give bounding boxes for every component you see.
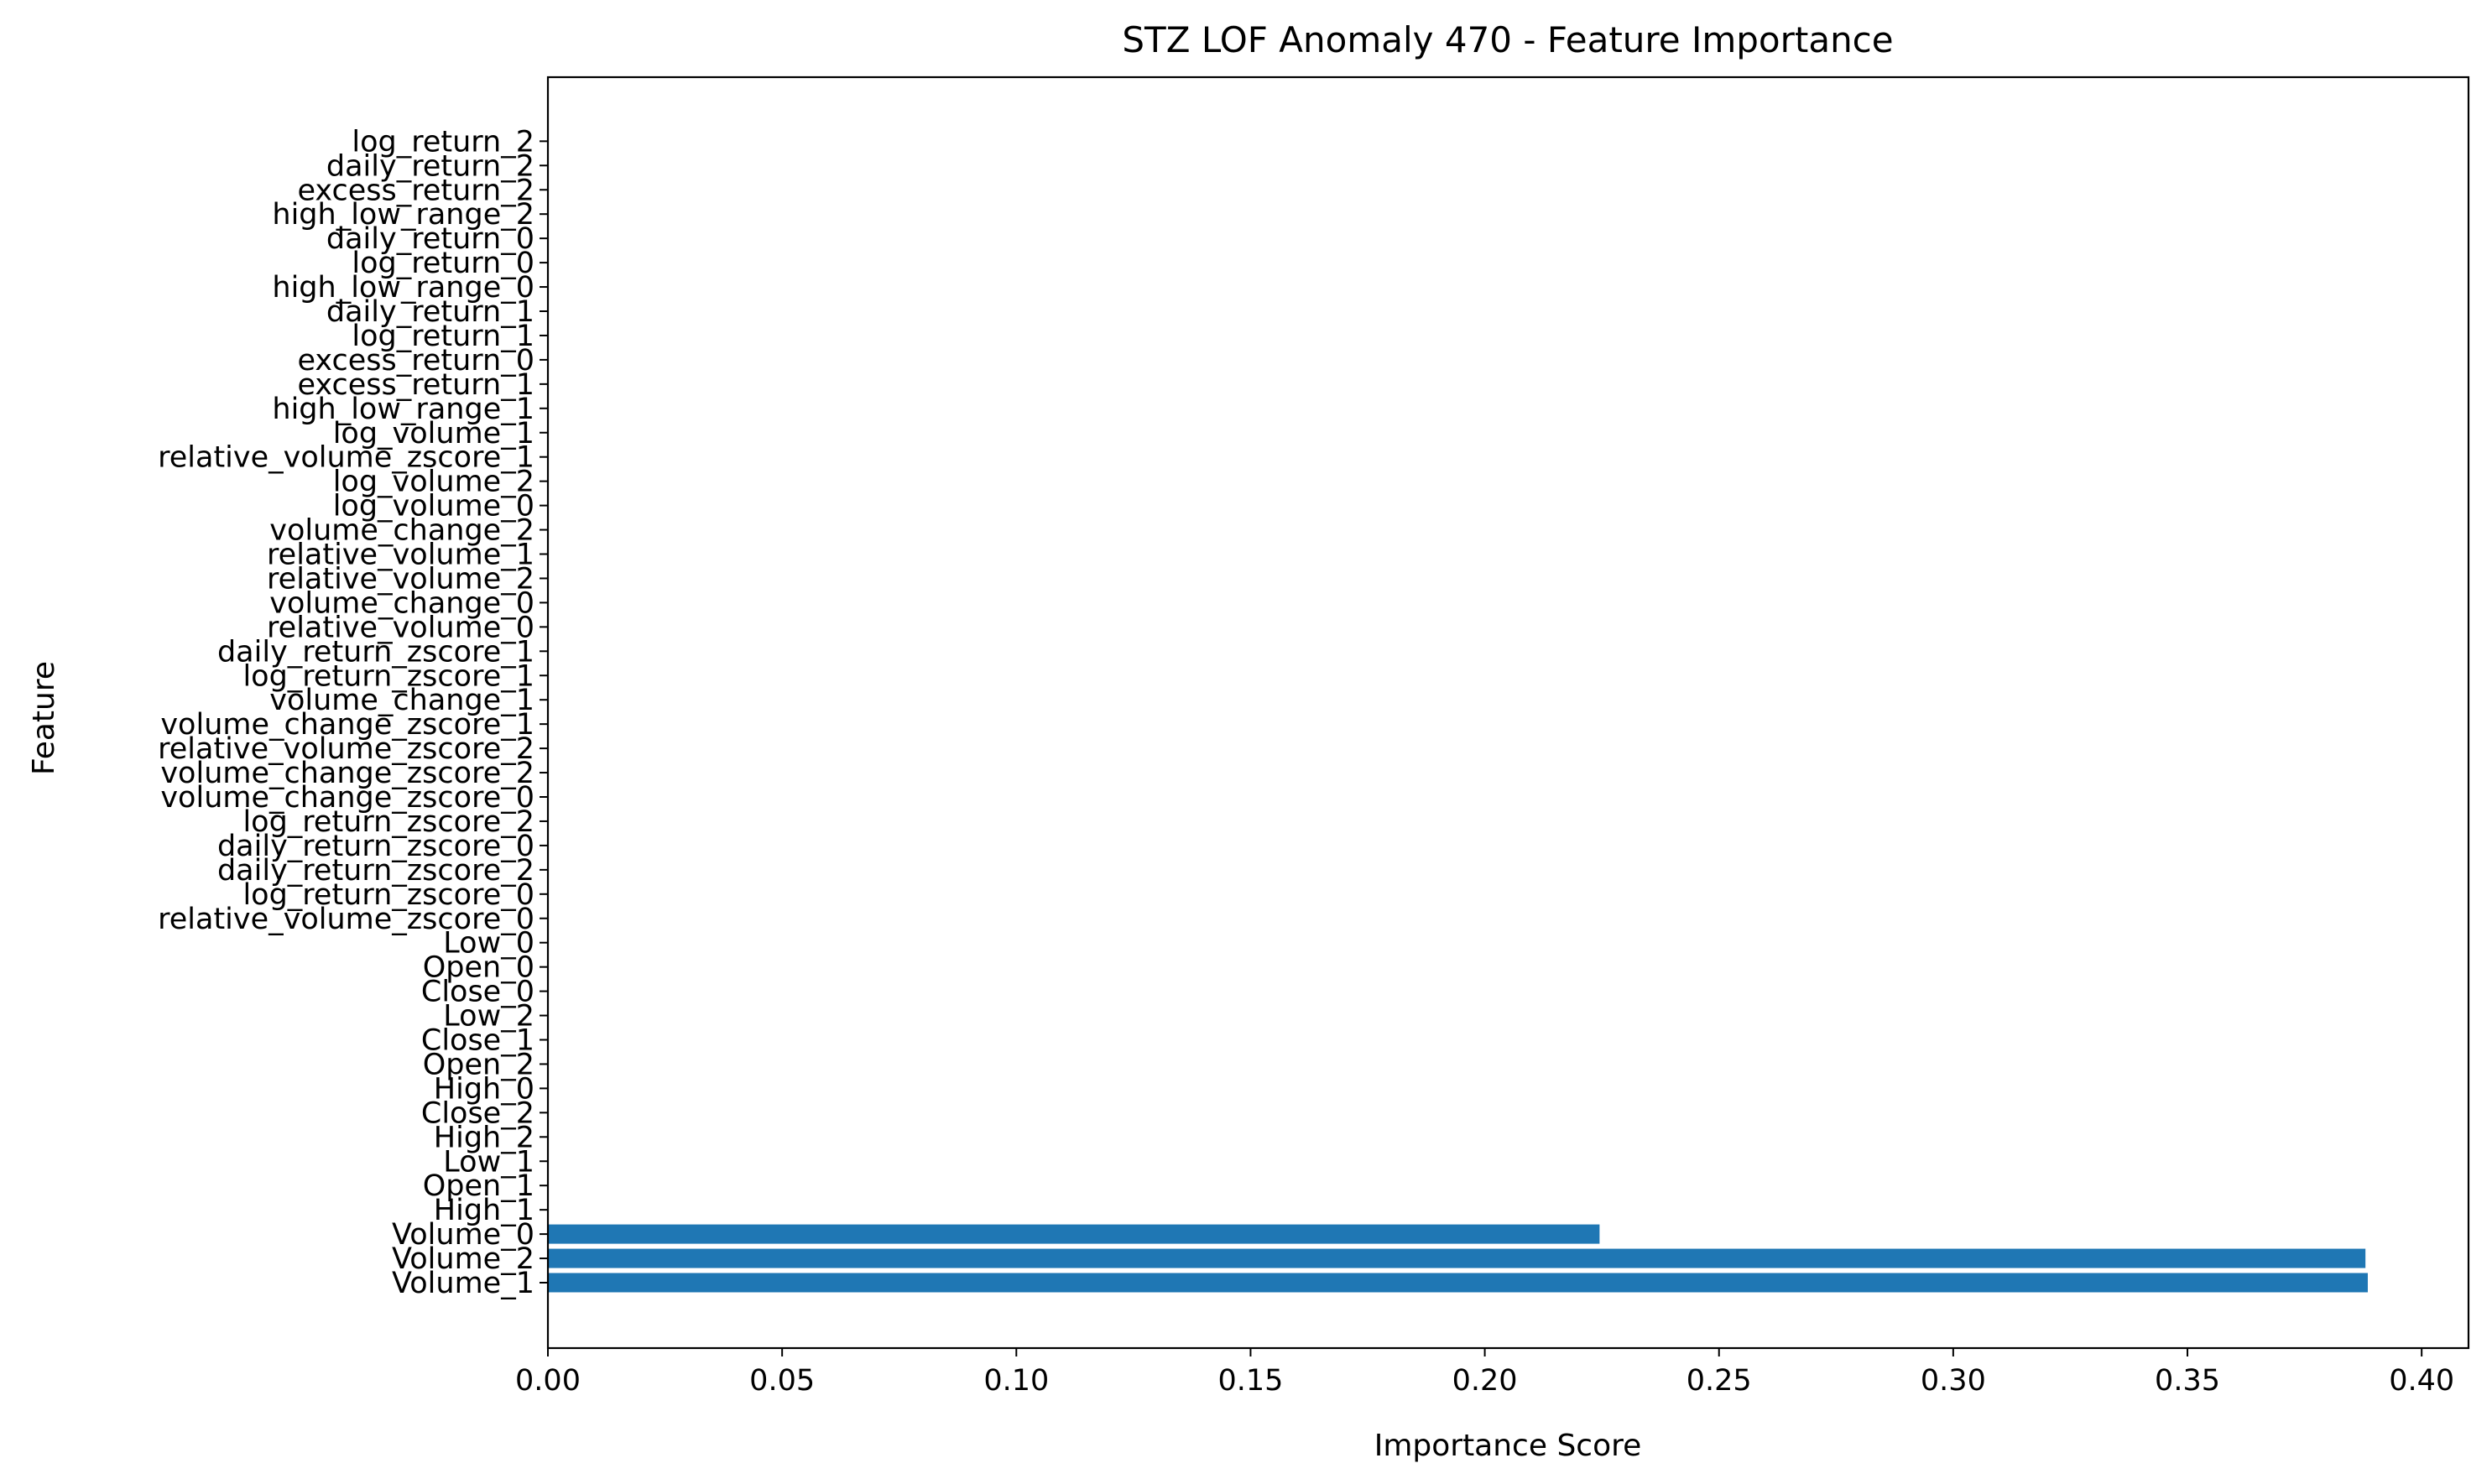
y-tick-label: volume_change_zscore_0 [160,781,534,815]
y-axis-label: Feature [27,661,61,775]
y-tick-label: High_2 [434,1121,534,1154]
y-tick-label: volume_change_0 [269,586,534,620]
y-tick-label: Volume_2 [392,1242,534,1276]
x-tick-label: 0.20 [1452,1364,1518,1398]
y-tick-label: Low_2 [443,1000,534,1034]
y-tick-label: Close_0 [421,976,534,1009]
y-tick-label: daily_return_0 [326,222,534,256]
y-tick-label: daily_return_zscore_2 [217,854,534,888]
y-tick-label: Close_1 [421,1024,534,1058]
x-tick-label: 0.00 [515,1364,581,1398]
y-tick-label: excess_return_2 [297,174,534,207]
y-tick-label: relative_volume_zscore_0 [158,903,534,936]
x-ticks-group: 0.00 0.05 0.10 0.15 0.20 0.25 0.30 0.35 0.40 [515,1348,2454,1398]
bars-group [548,1224,2368,1293]
x-tick-label: 0.10 [983,1364,1049,1398]
y-tick-label: daily_return_1 [326,295,534,329]
y-tick-label: Open_1 [423,1169,534,1203]
y-tick-label: Volume_1 [392,1267,534,1300]
y-tick-label: volume_change_zscore_2 [160,757,534,790]
y-tick-label: Volume_0 [392,1218,534,1252]
y-tick-label: log_return_2 [352,125,534,159]
y-tick-label: relative_volume_0 [267,611,534,644]
y-tick-label: log_volume_0 [333,490,534,523]
y-tick-label: excess_return_0 [297,344,534,378]
y-tick-label: high_low_range_1 [272,393,534,426]
y-tick-label: log_volume_1 [333,417,534,450]
y-tick-label: log_return_zscore_0 [242,878,534,912]
bar-volume-1 [548,1273,2368,1293]
x-tick-label: 0.40 [2389,1364,2454,1398]
bar-volume-2 [548,1248,2366,1268]
y-tick-label: daily_return_2 [326,149,534,183]
y-tick-label: high_low_range_0 [272,271,534,305]
y-tick-label: log_return_0 [352,247,534,280]
x-tick-label: 0.15 [1217,1364,1283,1398]
x-tick-label: 0.30 [1921,1364,1986,1398]
bar-volume-0 [548,1224,1600,1244]
y-tick-label: relative_volume_1 [267,539,534,572]
y-tick-label: Close_2 [421,1096,534,1130]
axes-frame [546,76,2470,1350]
y-ticks-group: Volume_1Volume_2Volume_0High_1Open_1Low_… [158,125,548,1300]
x-tick-label: 0.25 [1687,1364,1752,1398]
y-tick-label: volume_change_1 [269,684,534,717]
y-tick-label: log_volume_2 [333,466,534,499]
x-tick-label: 0.05 [749,1364,815,1398]
y-tick-label: high_low_range_2 [272,198,534,232]
y-tick-label: Low_0 [443,927,534,961]
x-axis-label: Importance Score [1374,1429,1642,1463]
y-tick-label: relative_volume_zscore_1 [158,441,534,475]
y-tick-label: log_return_zscore_1 [242,659,534,693]
x-tick-label: 0.35 [2155,1364,2220,1398]
y-tick-label: High_0 [434,1072,534,1106]
y-tick-label: Open_0 [423,951,534,985]
y-tick-label: Low_1 [443,1145,534,1179]
chart-title: STZ LOF Anomaly 470 - Feature Importance [1122,19,1893,60]
y-tick-label: log_return_zscore_2 [242,805,534,839]
y-tick-label: relative_volume_zscore_2 [158,732,534,766]
y-tick-label: High_1 [434,1194,534,1227]
y-tick-label: log_return_1 [352,320,534,353]
y-tick-label: daily_return_zscore_1 [217,635,534,669]
y-tick-label: relative_volume_2 [267,562,534,596]
y-tick-label: daily_return_zscore_0 [217,830,534,863]
y-tick-label: volume_change_2 [269,514,534,548]
y-tick-label: Open_2 [423,1048,534,1081]
y-tick-label: volume_change_zscore_1 [160,708,534,742]
y-tick-label: excess_return_1 [297,368,534,402]
